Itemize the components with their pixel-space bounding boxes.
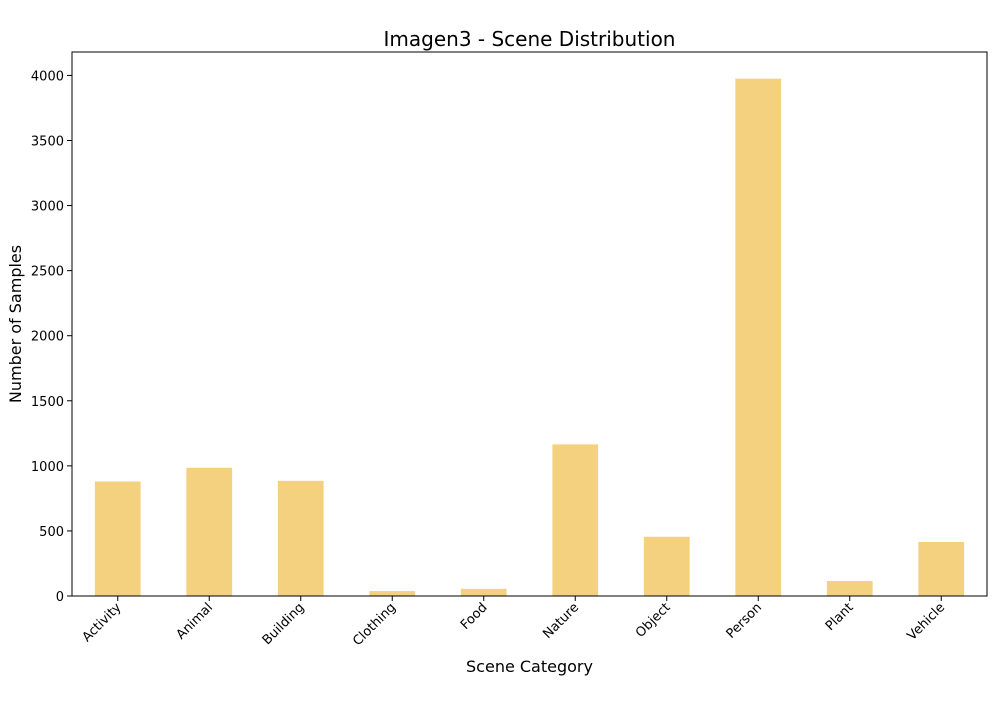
x-tick-label-food: Food [458, 600, 491, 633]
y-tick-label: 3000 [31, 200, 64, 215]
bar-clothing [369, 591, 416, 596]
bar-building [277, 480, 324, 596]
y-tick-label: 1500 [31, 395, 64, 410]
x-axis-label: Scene Category [466, 657, 593, 676]
x-axis: Activity Animal Building Clothing Food Nature… [80, 596, 948, 649]
y-tick-label: 1000 [31, 460, 64, 475]
y-tick-label: 4000 [31, 69, 64, 84]
bar-activity [94, 481, 141, 596]
bar-person [735, 78, 782, 596]
bar-vehicle [918, 541, 965, 596]
x-tick-label-plant: Plant [823, 600, 857, 634]
y-tick-label: 2000 [31, 330, 64, 345]
plot-frame [71, 51, 988, 597]
bar-object [643, 536, 690, 596]
x-tick-label-animal: Animal [174, 600, 216, 642]
y-tick-label: 3500 [31, 134, 64, 149]
bars-group [94, 78, 965, 596]
x-tick-label-clothing: Clothing [350, 600, 399, 649]
x-tick-label-nature: Nature [540, 600, 582, 642]
y-axis: 0 500 1000 1500 2000 2500 3000 3500 4000 [31, 69, 72, 605]
x-tick-label-activity: Activity [80, 600, 125, 645]
y-axis-label: Number of Samples [6, 245, 25, 403]
x-tick-label-person: Person [724, 600, 765, 641]
x-tick-label-building: Building [260, 600, 308, 648]
bar-animal [186, 467, 233, 596]
x-tick-label-vehicle: Vehicle [905, 600, 948, 643]
y-tick-label: 2500 [31, 265, 64, 280]
bar-nature [552, 444, 599, 596]
bar-food [460, 588, 507, 596]
chart-title: Imagen3 - Scene Distribution [384, 27, 676, 51]
bar-plant [826, 581, 873, 596]
x-tick-label-object: Object [633, 600, 674, 641]
y-tick-label: 0 [56, 590, 64, 605]
y-tick-label: 500 [39, 525, 64, 540]
